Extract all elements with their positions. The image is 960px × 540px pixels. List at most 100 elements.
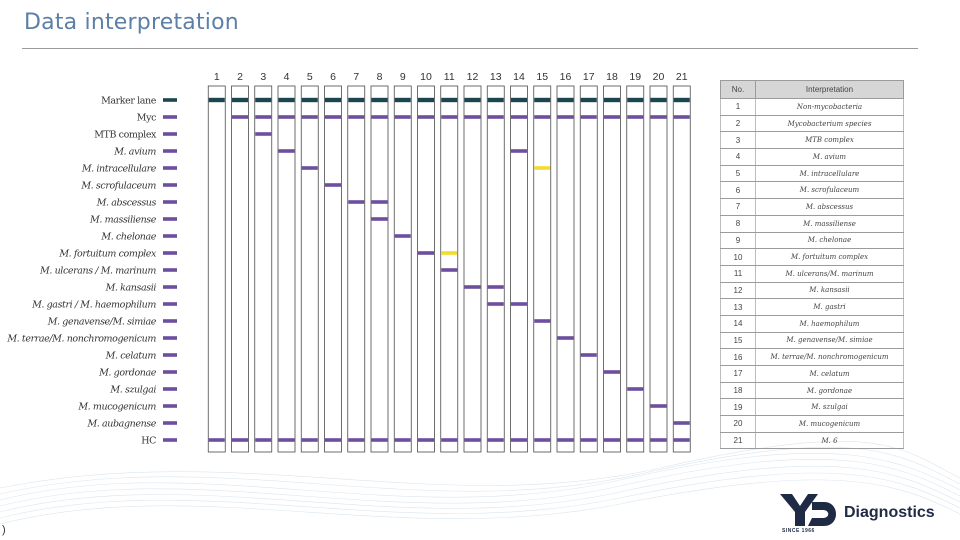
row-number: 1: [720, 98, 756, 116]
row-label: MTB complex: [94, 130, 157, 141]
lane-number-label: 18: [606, 71, 618, 83]
row-number: 20: [720, 415, 756, 433]
table-row: 8 M. massiliense: [720, 215, 904, 233]
lane-number-label: 17: [583, 71, 595, 83]
result-band: [511, 115, 527, 119]
reference-band: [163, 132, 177, 136]
reference-band: [163, 183, 177, 187]
strip-diagram: 1 2 3 4 5 6 7 8 9 10 11 12 13 14 15 16 17 18 19 20 21Marker …: [6, 71, 691, 453]
reference-band: [163, 404, 177, 408]
hc-band: [650, 438, 667, 442]
yd-logo-mark: [780, 494, 836, 526]
row-label: M. celatum: [105, 351, 157, 362]
lane-number-label: 11: [444, 71, 455, 83]
row-label: Marker lane: [101, 96, 157, 107]
marker-band: [208, 97, 225, 103]
table-row: 19 M. szulgai: [720, 398, 904, 417]
row-label: HC: [141, 436, 156, 447]
lane-strip: [626, 85, 645, 453]
row-number: 15: [720, 332, 756, 350]
lane-number-label: 1: [214, 71, 220, 83]
row-interpretation: M. genavense/M. simiae: [755, 332, 904, 350]
result-band: [464, 115, 481, 119]
row-label: M. ulcerans / M. marinum: [39, 266, 156, 277]
marker-band: [673, 97, 690, 103]
table-header-row: No. Interpretation: [720, 80, 904, 99]
hc-band: [278, 438, 295, 442]
hc-band: [301, 438, 318, 442]
result-band: [580, 115, 597, 119]
table-row: 18 M. gordonae: [720, 382, 904, 400]
row-number: 21: [720, 432, 756, 450]
reference-band: [163, 149, 177, 153]
lane-strip: [393, 85, 412, 453]
row-label: M. fortuitum complex: [58, 249, 157, 260]
result-band: [673, 421, 690, 425]
row-interpretation: M. scrofulaceum: [755, 181, 904, 200]
marker-band: [232, 97, 248, 103]
lane-strip: [486, 85, 505, 453]
row-number: 17: [720, 365, 756, 383]
table-row: 11 M. ulcerans/M. marinum: [720, 265, 904, 283]
result-band: [418, 251, 434, 255]
marker-band: [580, 97, 597, 103]
marker-band: [604, 97, 620, 103]
marker-band: [557, 97, 574, 103]
hc-band: [464, 438, 481, 442]
company-logo: Diagnostics SINCE 1966: [778, 492, 938, 536]
reference-band: [163, 285, 177, 289]
lane-strip: [231, 85, 249, 453]
row-label: M. massiliense: [89, 215, 157, 226]
reference-band: [163, 166, 177, 170]
row-interpretation: M. avium: [755, 148, 904, 166]
table-row: 3 MTB complex: [720, 131, 904, 150]
lane-number-label: 15: [536, 71, 548, 83]
reference-band: [163, 387, 177, 391]
reference-band: [163, 234, 177, 238]
lane-number-label: 8: [377, 71, 383, 83]
result-band: [557, 336, 574, 340]
lane-number-label: 7: [353, 71, 359, 83]
marker-band: [627, 97, 644, 103]
hc-band: [580, 438, 597, 442]
result-band: [371, 200, 388, 204]
reference-band: [163, 268, 177, 272]
result-band: [650, 115, 667, 119]
hc-band: [325, 438, 341, 442]
lane-number-label: 16: [560, 71, 572, 83]
header-interpretation: Interpretation: [755, 80, 904, 99]
result-band: [627, 387, 644, 391]
hc-band: [348, 438, 365, 442]
hc-band: [418, 438, 434, 442]
row-label: M. kansasii: [105, 283, 157, 294]
result-band: [487, 115, 504, 119]
marker-band: [325, 97, 341, 103]
table-row: 12 M. kansasii: [720, 282, 904, 300]
marker-band: [650, 97, 667, 103]
row-interpretation: Mycobacterium species: [755, 115, 904, 133]
row-label: M. szulgai: [109, 385, 156, 396]
lane-number-label: 10: [420, 71, 432, 83]
result-band: [673, 115, 690, 119]
header-no: No.: [720, 80, 756, 99]
lane-strip: [277, 85, 296, 453]
result-band: [580, 353, 597, 357]
marker-band: [278, 97, 295, 103]
table-row: 21 M. 6: [720, 432, 904, 450]
lane-strip: [300, 85, 319, 453]
row-label: Myc: [137, 113, 156, 124]
lane-number-label: 19: [629, 71, 641, 83]
hc-band: [534, 438, 551, 442]
hc-band: [511, 438, 527, 442]
row-number: 19: [720, 398, 756, 417]
reference-band: [163, 336, 177, 340]
result-band: [348, 200, 365, 204]
table-row: 2 Mycobacterium species: [720, 115, 904, 133]
row-interpretation: M. chelonae: [755, 232, 904, 250]
marker-band: [534, 97, 551, 103]
reference-band: [163, 438, 177, 442]
row-interpretation: M. haemophilum: [755, 315, 904, 333]
marker-band: [255, 97, 272, 103]
lane-number-label: 6: [330, 71, 336, 83]
reference-band: [163, 319, 177, 323]
